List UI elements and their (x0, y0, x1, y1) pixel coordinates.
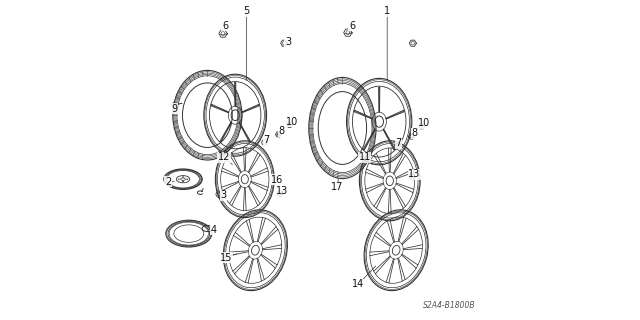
Text: 6: 6 (222, 20, 228, 31)
Text: S2A4-B1800B: S2A4-B1800B (422, 301, 475, 310)
Text: 12: 12 (218, 152, 230, 163)
Text: 3: 3 (285, 36, 291, 47)
Text: 14: 14 (352, 279, 365, 289)
Text: 8: 8 (412, 128, 417, 139)
Text: 13: 13 (275, 186, 288, 196)
Text: 15: 15 (220, 252, 233, 263)
Text: 13: 13 (408, 169, 420, 180)
Text: 10: 10 (285, 116, 298, 127)
Text: 16: 16 (271, 175, 283, 185)
Text: 8: 8 (278, 126, 285, 136)
Text: 6: 6 (349, 20, 355, 31)
Text: 10: 10 (418, 118, 430, 128)
Text: 4: 4 (211, 225, 217, 235)
Text: 11: 11 (358, 152, 371, 163)
Text: 17: 17 (332, 182, 344, 192)
Text: 3: 3 (220, 190, 227, 200)
Text: 1: 1 (384, 6, 390, 16)
Text: 7: 7 (396, 138, 401, 148)
Text: 9: 9 (171, 104, 177, 114)
Text: 5: 5 (243, 6, 250, 16)
Text: 2: 2 (165, 177, 171, 187)
Text: 7: 7 (263, 135, 269, 145)
